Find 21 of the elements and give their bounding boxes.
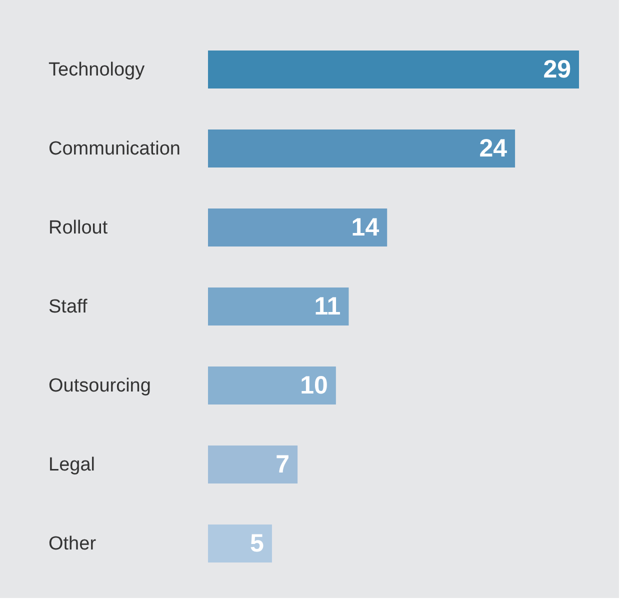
- bar: [208, 288, 349, 326]
- data-label: 5: [250, 530, 264, 558]
- y-tick-label: Communication: [48, 138, 180, 160]
- data-label: 10: [300, 372, 328, 400]
- y-tick-label: Technology: [48, 60, 146, 80]
- bar: [208, 208, 388, 246]
- bar: [208, 524, 272, 562]
- y-tick-label: Other: [48, 534, 97, 554]
- bar: [208, 366, 336, 404]
- data-label: 14: [351, 214, 380, 242]
- data-label: 24: [479, 134, 508, 162]
- y-tick-label: Rollout: [48, 218, 108, 238]
- data-label: 29: [543, 56, 571, 84]
- data-label: 7: [276, 450, 290, 478]
- y-tick-label: Staff: [48, 296, 88, 318]
- y-tick-label: Outsourcing: [48, 376, 151, 396]
- y-tick-label: Legal: [48, 454, 95, 476]
- data-label: 11: [314, 292, 341, 320]
- bar: [208, 446, 298, 484]
- bar: [208, 50, 579, 88]
- bar: [208, 130, 516, 168]
